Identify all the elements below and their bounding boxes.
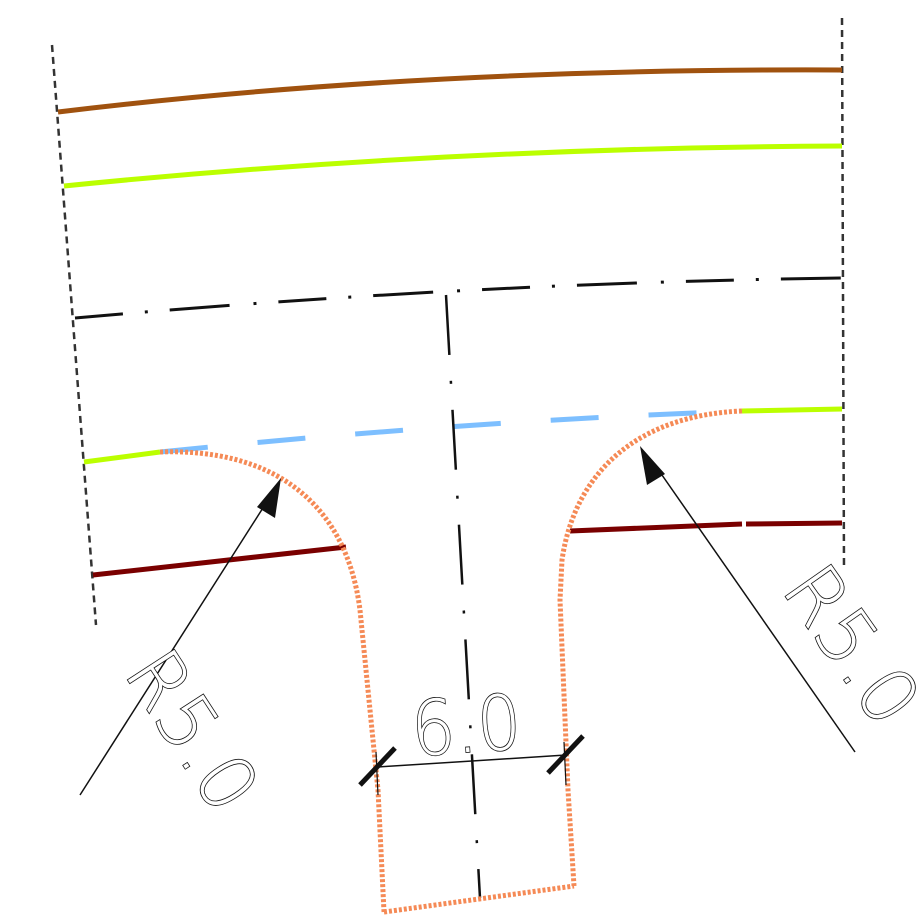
right-extent-line [840,17,846,571]
stop-line [159,408,743,455]
turn-curve-right [557,408,743,887]
lane-line-upper [63,143,843,189]
width-dimension-tick-right [546,734,585,775]
radius-leader-left [79,499,269,796]
lane-line-lower-left [83,449,161,465]
width-extension-right [563,741,567,786]
lane-line-lower-right [741,406,843,414]
main-road-centerline [74,276,843,320]
left-extent-line [50,44,98,626]
width-dimension-line [377,754,567,768]
road-edge-top [57,67,843,115]
turn-curve-left [159,449,387,913]
side-road-end-line [383,883,575,915]
radius-label-left: R5.0 [108,634,277,828]
width-dimension-tick-left [358,746,397,787]
curb-right [569,520,843,534]
curb-left [92,544,347,578]
width-dimension-label: 6.0 [408,677,524,773]
radius-arrowhead-left [257,478,281,518]
radius-label-right: R5.0 [765,548,919,741]
radius-leader-right [654,464,856,753]
radius-arrowhead-right [640,446,665,485]
width-extension-left [375,751,379,796]
side-road-centerline [444,294,482,899]
